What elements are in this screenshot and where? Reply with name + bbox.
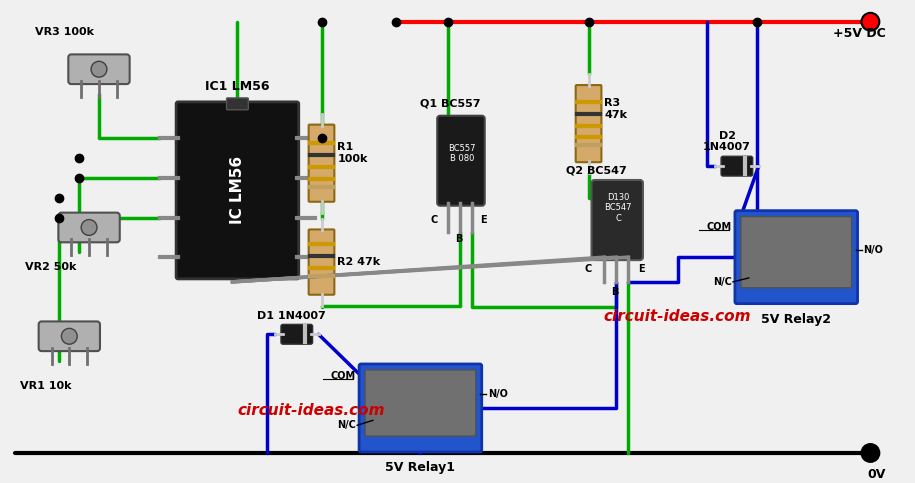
Text: 5V Relay2: 5V Relay2: [761, 313, 831, 326]
Text: N/O: N/O: [488, 389, 508, 398]
FancyBboxPatch shape: [176, 102, 299, 279]
Text: VR3 100k: VR3 100k: [35, 27, 93, 37]
FancyBboxPatch shape: [735, 211, 857, 304]
Text: VR2 50k: VR2 50k: [25, 262, 76, 272]
Text: 0V: 0V: [867, 468, 885, 481]
Text: BC557
B 080: BC557 B 080: [448, 143, 476, 163]
Text: C: C: [430, 214, 437, 225]
Text: R2 47k: R2 47k: [338, 257, 381, 267]
FancyBboxPatch shape: [741, 216, 852, 288]
Text: D2
1N4007: D2 1N4007: [703, 130, 751, 152]
Circle shape: [92, 61, 107, 77]
FancyBboxPatch shape: [721, 156, 753, 176]
FancyBboxPatch shape: [308, 229, 334, 295]
Text: COM: COM: [706, 223, 732, 232]
Text: D1 1N4007: D1 1N4007: [257, 312, 327, 322]
Circle shape: [862, 13, 879, 30]
Text: N/O: N/O: [864, 245, 883, 255]
FancyBboxPatch shape: [281, 325, 313, 344]
FancyBboxPatch shape: [359, 364, 481, 452]
FancyBboxPatch shape: [437, 116, 485, 206]
Text: B: B: [455, 234, 462, 244]
Text: E: E: [479, 214, 487, 225]
Text: Q1 BC557: Q1 BC557: [420, 99, 480, 109]
Text: VR1 10k: VR1 10k: [20, 381, 71, 391]
Circle shape: [81, 220, 97, 235]
Text: 5V Relay1: 5V Relay1: [385, 461, 456, 474]
Text: circuit-ideas.com: circuit-ideas.com: [238, 403, 385, 418]
FancyBboxPatch shape: [308, 125, 334, 202]
Text: circuit-ideas.com: circuit-ideas.com: [604, 309, 751, 324]
FancyBboxPatch shape: [59, 213, 120, 242]
Text: B: B: [611, 287, 619, 297]
FancyBboxPatch shape: [591, 180, 643, 260]
FancyBboxPatch shape: [227, 98, 248, 110]
Text: IC LM56: IC LM56: [230, 156, 245, 225]
FancyBboxPatch shape: [69, 55, 130, 84]
Text: COM: COM: [331, 371, 356, 381]
Text: R1
100k: R1 100k: [338, 142, 368, 164]
FancyBboxPatch shape: [576, 85, 601, 162]
Text: C: C: [585, 264, 592, 274]
Text: N/C: N/C: [338, 420, 356, 430]
Text: E: E: [638, 264, 645, 274]
Text: D130
BC547
C: D130 BC547 C: [605, 193, 632, 223]
Text: R3
47k: R3 47k: [605, 98, 628, 120]
Circle shape: [61, 328, 77, 344]
Text: N/C: N/C: [713, 277, 732, 287]
Text: Q2 BC547: Q2 BC547: [566, 165, 627, 175]
Circle shape: [862, 444, 879, 462]
Text: IC1 LM56: IC1 LM56: [205, 80, 270, 93]
Text: +5V DC: +5V DC: [833, 27, 885, 40]
FancyBboxPatch shape: [38, 321, 100, 351]
FancyBboxPatch shape: [365, 370, 476, 436]
